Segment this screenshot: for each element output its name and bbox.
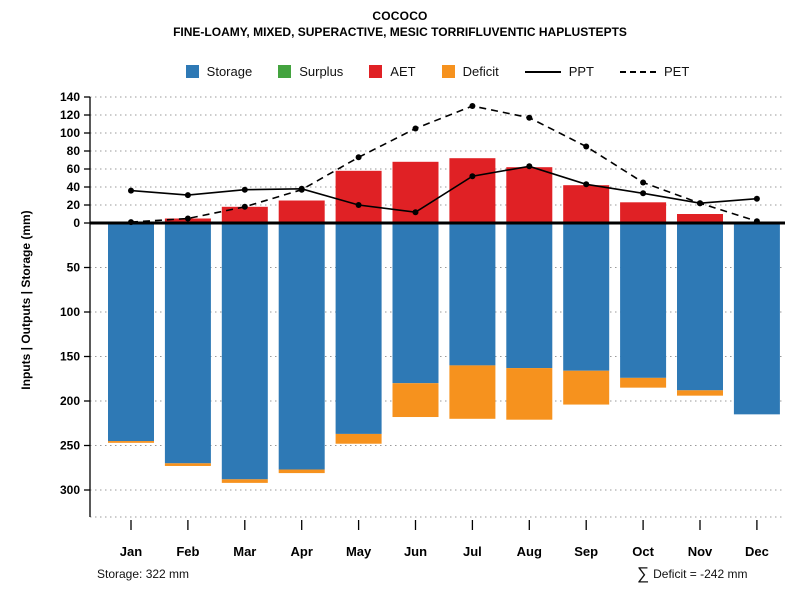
y-axis: 0 20 40 60 80 100 120 140 50 100 150 200 250 300 xyxy=(60,90,91,517)
legend-label-surplus: Surplus xyxy=(299,64,344,79)
ppt-solid-line-icon xyxy=(524,70,561,73)
storage-bar xyxy=(449,223,496,366)
legend-label-aet: AET xyxy=(390,64,416,79)
deficit-total-label: ∑ Deficit = -242 mm xyxy=(637,565,747,582)
svg-text:140: 140 xyxy=(60,90,80,104)
svg-text:150: 150 xyxy=(60,350,80,364)
deficit-bar xyxy=(506,368,553,420)
legend-item-ppt: PPT xyxy=(524,64,595,79)
deficit-bar xyxy=(677,390,723,396)
storage-swatch-icon xyxy=(185,65,199,78)
svg-text:Sep: Sep xyxy=(574,544,598,559)
storage-bar xyxy=(278,223,325,470)
deficit-bar xyxy=(620,377,667,388)
svg-text:May: May xyxy=(346,544,372,559)
legend-label-deficit: Deficit xyxy=(462,64,499,79)
svg-text:100: 100 xyxy=(60,126,80,140)
legend-label-ppt: PPT xyxy=(568,64,595,79)
aet-bar xyxy=(449,158,496,223)
storage-bar xyxy=(563,223,610,371)
legend-item-deficit: Deficit xyxy=(441,64,499,79)
aet-bar xyxy=(620,202,667,223)
svg-text:20: 20 xyxy=(67,198,81,212)
storage-total-label: Storage: 322 mm xyxy=(97,567,190,581)
deficit-bar xyxy=(335,433,382,444)
storage-bar xyxy=(677,223,723,391)
svg-text:250: 250 xyxy=(60,439,80,453)
aet-bar xyxy=(278,200,325,223)
svg-text:80: 80 xyxy=(67,144,81,158)
deficit-bar xyxy=(108,441,154,443)
svg-text:60: 60 xyxy=(67,162,81,176)
svg-text:300: 300 xyxy=(60,483,80,497)
svg-text:Aug: Aug xyxy=(517,544,542,559)
deficit-bar xyxy=(392,383,439,418)
aet-bar xyxy=(506,167,553,223)
storage-bar xyxy=(620,223,667,378)
deficit-bar xyxy=(278,469,325,474)
svg-text:100: 100 xyxy=(60,305,80,319)
aet-bar xyxy=(563,185,610,223)
deficit-bar xyxy=(563,370,610,405)
deficit-total-text: Deficit = -242 mm xyxy=(653,566,748,581)
pet-dashed-line-icon xyxy=(620,70,657,73)
svg-text:Nov: Nov xyxy=(688,544,713,559)
svg-text:200: 200 xyxy=(60,394,80,408)
storage-bar xyxy=(221,223,268,480)
legend-item-pet: PET xyxy=(620,64,689,79)
chart-legend: Storage Surplus AET Deficit PPT PET xyxy=(90,64,785,79)
chart-subtitle: FINE-LOAMY, MIXED, SUPERACTIVE, MESIC TO… xyxy=(173,25,627,39)
bars xyxy=(108,158,780,483)
aet-bar xyxy=(221,206,268,223)
storage-bar xyxy=(506,223,553,369)
surplus-swatch-icon xyxy=(278,65,292,78)
aet-bar xyxy=(335,170,382,223)
svg-text:Jun: Jun xyxy=(404,544,427,559)
pet-line xyxy=(128,103,760,226)
svg-text:0: 0 xyxy=(73,216,80,230)
chart-title: COCOCO xyxy=(372,9,428,23)
svg-text:Jan: Jan xyxy=(120,544,142,559)
svg-text:50: 50 xyxy=(67,261,81,275)
svg-text:Dec: Dec xyxy=(745,544,769,559)
storage-bar xyxy=(108,223,154,442)
svg-text:Feb: Feb xyxy=(176,544,199,559)
storage-bar xyxy=(335,223,382,434)
svg-text:40: 40 xyxy=(67,180,81,194)
legend-item-surplus: Surplus xyxy=(278,64,343,79)
svg-text:Mar: Mar xyxy=(233,544,256,559)
legend-item-aet: AET xyxy=(369,64,416,79)
x-axis: Jan Feb Mar Apr May Jun Jul Aug Sep Oct Nov Dec xyxy=(120,520,769,559)
storage-bar xyxy=(733,223,780,415)
storage-bar xyxy=(164,223,211,464)
legend-label-pet: PET xyxy=(664,64,690,79)
deficit-bar xyxy=(449,365,496,419)
legend-label-storage: Storage xyxy=(206,64,253,79)
aet-swatch-icon xyxy=(369,65,383,78)
svg-text:Oct: Oct xyxy=(632,544,654,559)
legend-item-storage: Storage xyxy=(185,64,253,79)
deficit-bar xyxy=(164,463,211,466)
deficit-bar xyxy=(221,479,268,483)
ppt-line xyxy=(128,163,760,216)
aet-bar xyxy=(677,214,723,223)
svg-text:Jul: Jul xyxy=(463,544,482,559)
deficit-swatch-icon xyxy=(441,65,455,78)
sigma-symbol: ∑ xyxy=(637,564,650,583)
svg-text:Apr: Apr xyxy=(291,544,313,559)
svg-text:120: 120 xyxy=(60,108,80,122)
storage-bar xyxy=(392,223,439,384)
